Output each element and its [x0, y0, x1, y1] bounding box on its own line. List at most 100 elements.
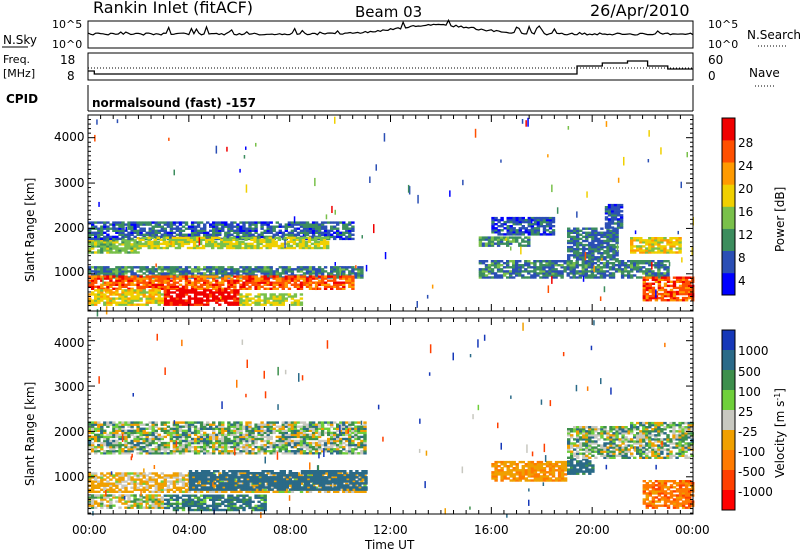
echo-cell: [481, 260, 486, 263]
echo-cell: [530, 229, 535, 232]
echo-cell: [133, 435, 137, 439]
echo-cell: [148, 441, 152, 445]
echo-cell: [348, 266, 352, 269]
echo-cell: [299, 281, 304, 284]
echo-cell: [248, 299, 252, 302]
echo-cell: [269, 287, 273, 290]
echo-cell: [230, 289, 234, 292]
echo-cell: [603, 256, 607, 259]
echo-cell: [239, 435, 243, 439]
echo-cell: [317, 225, 322, 228]
echo-cell: [588, 235, 592, 239]
echo-cell: [218, 433, 222, 437]
echo-cell: [298, 242, 303, 246]
echo-cell: [239, 437, 243, 441]
echo-cell: [227, 303, 231, 306]
echo-cell: [142, 221, 146, 224]
echo-cell: [287, 429, 292, 432]
nsky-label: N.Sky: [3, 33, 37, 47]
echo-cell: [196, 303, 201, 306]
echo-cell: [317, 423, 322, 426]
echo-cell: [251, 277, 255, 280]
echo-cell: [663, 292, 668, 296]
echo-cell: [484, 242, 489, 245]
echo-cell: [272, 441, 276, 445]
echo-cell: [688, 284, 692, 288]
echo-cell: [290, 275, 295, 278]
echo-cell: [333, 266, 337, 269]
echo-cell: [118, 423, 122, 426]
echo-cell: [512, 231, 516, 234]
echo-cell: [604, 218, 609, 221]
echo-cell: [484, 236, 489, 239]
noise-echo: [582, 276, 585, 282]
echo-cell: [260, 225, 264, 228]
echo-cell: [348, 231, 352, 234]
echo-cell: [281, 279, 285, 282]
echo-cell: [206, 297, 210, 300]
echo-cell: [115, 251, 119, 254]
echo-cell: [323, 287, 328, 290]
echo-cell: [308, 450, 313, 453]
echo-cell: [209, 452, 213, 455]
echo-cell: [193, 299, 198, 302]
echo-cell: [551, 218, 556, 222]
echo-cell: [118, 429, 122, 432]
echo-cell: [645, 286, 649, 290]
echo-cell: [118, 268, 122, 271]
echo-cell: [209, 445, 213, 449]
echo-cell: [100, 241, 104, 244]
echo-cell: [342, 221, 346, 224]
echo-cell: [215, 287, 219, 290]
echo-cell: [296, 303, 301, 306]
echo-cell: [193, 287, 198, 290]
echo-cell: [333, 225, 337, 228]
echo-cell: [548, 262, 552, 265]
echo-cell: [94, 289, 98, 292]
echo-cell: [499, 260, 504, 263]
echo-cell: [587, 264, 591, 267]
echo-cell: [124, 293, 128, 296]
echo-cell: [184, 441, 189, 445]
echo-cell: [245, 233, 249, 236]
echo-cell: [148, 275, 152, 278]
noise-echo: [551, 184, 553, 193]
echo-cell: [287, 231, 292, 234]
echo-cell: [645, 251, 649, 254]
echo-cell: [221, 227, 225, 230]
echo-cell: [342, 272, 346, 275]
echo-cell: [163, 295, 167, 298]
echo-cell: [609, 237, 613, 241]
echo-cell: [493, 274, 498, 277]
echo-cell: [178, 229, 183, 232]
echo-cell: [280, 244, 284, 248]
echo-cell: [627, 272, 631, 275]
echo-cell: [227, 233, 231, 236]
echo-cell: [302, 423, 307, 426]
echo-cell: [139, 223, 143, 226]
echo-cell: [248, 281, 252, 284]
echo-cell: [266, 223, 270, 226]
echo-cell: [184, 425, 189, 428]
echo-cell: [269, 423, 273, 426]
echo-cell: [357, 272, 361, 275]
echo-cell: [172, 452, 177, 455]
echo-cell: [633, 264, 637, 267]
echo-cell: [590, 264, 595, 267]
echo-cell: [145, 231, 149, 234]
echo-cell: [127, 279, 131, 282]
echo-cell: [145, 439, 149, 443]
echo-cell: [254, 437, 258, 441]
echo-cell: [590, 274, 595, 277]
echo-cell: [242, 272, 246, 275]
echo-cell: [157, 437, 161, 441]
echo-cell: [139, 285, 143, 288]
echo-cell: [257, 437, 261, 441]
echo-cell: [287, 277, 292, 280]
echo-cell: [579, 256, 583, 259]
echo-cell: [88, 435, 92, 439]
echo-cell: [342, 445, 346, 449]
echo-cell: [257, 425, 261, 428]
echo-cell: [163, 299, 167, 302]
echo-cell: [133, 423, 137, 426]
